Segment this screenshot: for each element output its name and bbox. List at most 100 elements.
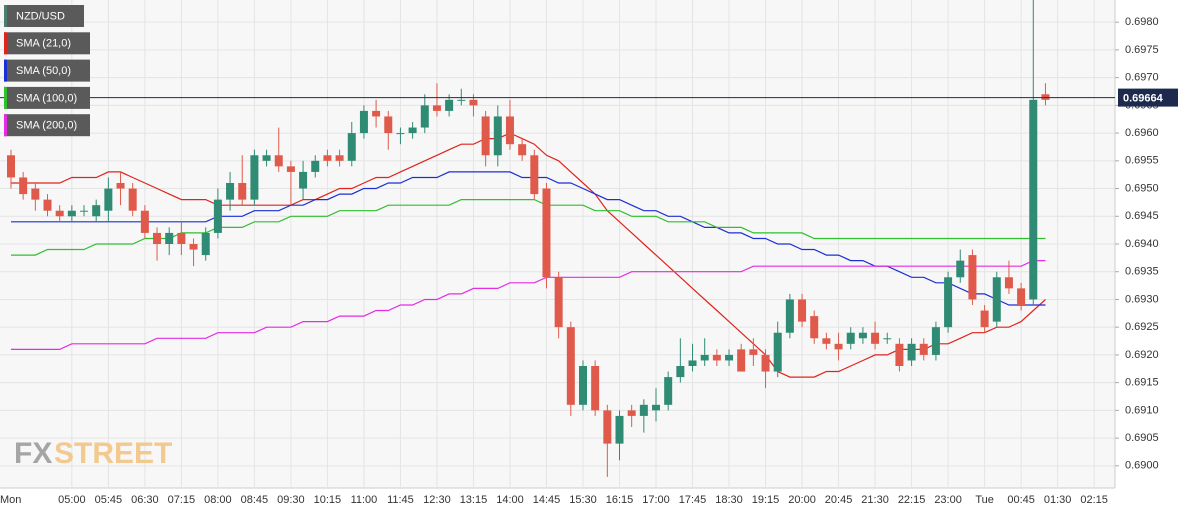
x-tick-label: 11:00 xyxy=(351,494,378,506)
candle-body xyxy=(664,377,673,405)
candle-body xyxy=(445,99,454,111)
legend-swatch xyxy=(4,5,7,27)
candle-body xyxy=(347,133,356,161)
candle-body xyxy=(980,310,989,328)
candle-body xyxy=(384,116,393,134)
candle-body xyxy=(591,366,600,411)
candle-body xyxy=(956,260,965,278)
y-tick-label: 0.6970 xyxy=(1125,72,1159,84)
x-tick-label: 10:15 xyxy=(314,494,342,506)
x-tick-label: 05:00 xyxy=(58,494,86,506)
y-tick-label: 0.6955 xyxy=(1125,155,1159,167)
legend-swatch xyxy=(4,114,7,137)
x-tick-label: 12:30 xyxy=(423,494,451,506)
candle-body xyxy=(785,299,794,333)
y-tick-label: 0.6975 xyxy=(1125,44,1159,56)
x-tick-label: 02:15 xyxy=(1080,494,1108,506)
y-tick-label: 0.6930 xyxy=(1125,293,1159,305)
x-tick-label: 14:45 xyxy=(533,494,561,506)
candle-body xyxy=(372,110,381,117)
candle-body xyxy=(92,205,101,217)
candle-body xyxy=(299,171,308,189)
candle-body xyxy=(919,343,928,355)
legend-swatch xyxy=(4,86,7,109)
candle-body xyxy=(518,144,527,156)
y-tick-label: 0.6915 xyxy=(1125,377,1159,389)
watermark-fx: FX xyxy=(14,437,52,470)
candle-body xyxy=(238,183,247,200)
candle-body xyxy=(165,232,174,244)
candle-body xyxy=(652,404,661,411)
candle-body xyxy=(67,210,76,217)
y-tick-label: 0.6980 xyxy=(1125,16,1159,28)
x-tick-label: 07:15 xyxy=(168,494,196,506)
candle-body xyxy=(627,410,636,416)
candle-body xyxy=(250,155,259,200)
candle-body xyxy=(798,299,807,322)
candle-body xyxy=(676,366,685,378)
candle-body xyxy=(153,232,162,244)
candle-body xyxy=(335,155,344,161)
legend-swatch xyxy=(4,32,7,55)
x-tick-label: 16:15 xyxy=(606,494,634,506)
candle-body xyxy=(554,277,563,328)
candle-body xyxy=(700,354,709,361)
y-tick-label: 0.6950 xyxy=(1125,182,1159,194)
candle-body xyxy=(725,354,734,361)
last-price-label: 0.69664 xyxy=(1123,93,1164,105)
candle-body xyxy=(140,210,149,233)
x-tick-label: 22:15 xyxy=(898,494,926,506)
candle-body xyxy=(1029,99,1038,300)
legend-swatch xyxy=(4,59,7,82)
x-tick-label: 11:45 xyxy=(387,494,414,506)
candle-body xyxy=(469,99,478,106)
candle-body xyxy=(749,349,758,355)
candle-body xyxy=(80,210,89,212)
candle-body xyxy=(396,133,405,135)
y-tick-label: 0.6945 xyxy=(1125,210,1159,222)
x-tick-label: 19:15 xyxy=(752,494,780,506)
x-tick-label: 08:45 xyxy=(241,494,269,506)
candle-body xyxy=(931,327,940,355)
y-tick-label: 0.6925 xyxy=(1125,321,1159,333)
legend-label: SMA (50,0) xyxy=(16,65,71,77)
sma-line xyxy=(11,171,1046,306)
candle-body xyxy=(530,155,539,195)
x-tick-label: Tue xyxy=(975,494,994,506)
candle-body xyxy=(907,343,916,361)
candle-body xyxy=(420,105,429,128)
candle-body xyxy=(177,232,186,244)
last-price-box xyxy=(1118,88,1178,107)
candle-body xyxy=(810,316,819,339)
y-tick-label: 0.6935 xyxy=(1125,266,1159,278)
candle-body xyxy=(104,188,113,211)
x-tick-label: 05:45 xyxy=(95,494,123,506)
x-tick-label: 08:00 xyxy=(204,494,232,506)
legend-box xyxy=(4,32,90,55)
candle-body xyxy=(189,244,198,250)
candle-body xyxy=(1041,94,1050,100)
candle-body xyxy=(55,210,64,217)
x-tick-label: 06:30 xyxy=(131,494,159,506)
candle-body xyxy=(737,349,746,372)
candle-body xyxy=(274,155,283,167)
candle-body xyxy=(213,199,222,233)
candle-body xyxy=(834,343,843,350)
candle-body xyxy=(761,354,770,372)
candle-body xyxy=(615,415,624,444)
y-tick-label: 0.6960 xyxy=(1125,127,1159,139)
watermark-street: STREET xyxy=(54,437,172,470)
candle-body xyxy=(883,338,892,340)
x-tick-label: 20:00 xyxy=(788,494,816,506)
candle-body xyxy=(43,199,52,211)
candle-body xyxy=(712,354,721,361)
x-tick-label: 15:30 xyxy=(569,494,597,506)
candle-body xyxy=(688,360,697,366)
y-tick-label: 0.6910 xyxy=(1125,404,1159,416)
candle-body xyxy=(323,155,332,161)
x-tick-label: 00:45 xyxy=(1007,494,1035,506)
candle-body xyxy=(871,332,880,344)
legend-box xyxy=(4,114,90,137)
candle-body xyxy=(992,277,1001,322)
